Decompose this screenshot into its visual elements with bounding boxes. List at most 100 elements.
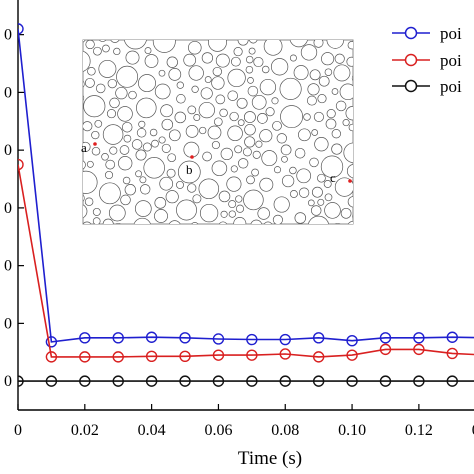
inset-particle [202, 151, 212, 162]
inset-particle [347, 196, 353, 208]
inset-particle [212, 66, 222, 77]
data-point [112, 332, 124, 344]
data-point [446, 331, 458, 343]
inset-particles [83, 40, 353, 224]
inset-particle [300, 44, 318, 61]
x-tick-label: 0.08 [271, 422, 299, 439]
inset-particle [289, 166, 297, 175]
data-point [145, 375, 158, 387]
inset-particle [83, 141, 91, 152]
inset-particle [119, 145, 130, 155]
inset-particle [159, 176, 174, 191]
inset-particle [116, 65, 139, 88]
inset-particle [261, 65, 270, 74]
inset-particle [154, 197, 167, 209]
inset-particle [176, 199, 197, 221]
inset-particle [233, 217, 247, 224]
inset-particle [211, 76, 225, 90]
inset-particle [309, 69, 321, 81]
y-tick-label: 0 [4, 315, 12, 332]
inset-particle [123, 134, 132, 143]
inset-particle [161, 118, 174, 131]
inset-particle [83, 170, 98, 194]
inset-particle [281, 155, 288, 163]
inset-particle [293, 65, 309, 81]
data-point [379, 375, 392, 387]
inset-particle [334, 222, 341, 224]
inset-particle [187, 183, 197, 193]
inset-particle [134, 200, 152, 217]
inset-particle [298, 128, 311, 142]
data-point [179, 350, 191, 362]
inset-particle [228, 200, 237, 209]
legend: poi poi poi [392, 24, 462, 96]
inset-particle [131, 139, 143, 150]
inset-particle [348, 123, 353, 132]
inset-particle [331, 88, 339, 95]
inset-particle [248, 40, 258, 44]
y-tick-label: 0 [4, 373, 12, 390]
inset-particle [235, 195, 243, 203]
data-point [279, 333, 291, 346]
data-point [379, 332, 392, 344]
inset-particle [166, 56, 178, 68]
data-point [145, 331, 158, 343]
inset-particle [187, 105, 197, 115]
inset-particle [211, 140, 220, 150]
inset-particle [310, 205, 322, 216]
inset-particle [296, 168, 312, 184]
inset-particle [342, 119, 350, 127]
inset-particle [251, 168, 259, 177]
inset-particle [191, 85, 199, 93]
inset-particle [83, 80, 85, 88]
inset-particle [161, 143, 171, 153]
x-tick-label: 0.12 [405, 422, 433, 439]
y-tick-labels: 0 0 0 0 0 0 0 [4, 27, 12, 390]
inset-particle [334, 53, 345, 64]
inset-particle [244, 123, 256, 136]
inset-particle [261, 150, 278, 167]
inset-particle [183, 53, 197, 67]
data-point [312, 375, 325, 387]
series-1 [18, 23, 474, 348]
inset-particle [250, 219, 263, 224]
inset-particle [154, 83, 171, 100]
data-point [312, 351, 325, 363]
x-tick-label: 0.14 [472, 422, 474, 439]
inset-particle [248, 47, 256, 55]
inset-particle [207, 125, 222, 140]
inset-particle [263, 221, 273, 224]
inset-particle [218, 190, 231, 203]
inset-particle [154, 209, 168, 223]
inset-particle [102, 124, 124, 145]
inset-particle [351, 75, 353, 82]
inset-particle [108, 204, 126, 222]
inset-particle [118, 156, 133, 171]
inset-particle [188, 65, 204, 81]
inset-particle [228, 210, 236, 218]
inset-particle [272, 214, 283, 224]
inset-particle [281, 174, 295, 188]
inset-particle [265, 107, 275, 117]
inset-particle [168, 129, 181, 142]
inset-particle [313, 111, 324, 122]
series-2 [18, 158, 474, 363]
inset-particle [98, 40, 107, 43]
legend-marker-a [404, 26, 418, 40]
inset-image: a b c [81, 39, 354, 225]
inset-point-c-marker [348, 179, 352, 183]
inset-particle [238, 158, 249, 169]
inset-particle [158, 69, 166, 77]
data-point [45, 375, 58, 387]
inset-particle [339, 83, 353, 101]
data-point [112, 375, 124, 387]
data-point [18, 158, 24, 171]
inset-particle [259, 129, 273, 143]
inset-particle [160, 104, 174, 118]
inset-particle [273, 166, 282, 174]
data-point [246, 333, 258, 346]
series-line [18, 28, 474, 343]
inset-particle [314, 137, 329, 152]
inset-particle [307, 215, 330, 224]
data-point [413, 332, 425, 344]
